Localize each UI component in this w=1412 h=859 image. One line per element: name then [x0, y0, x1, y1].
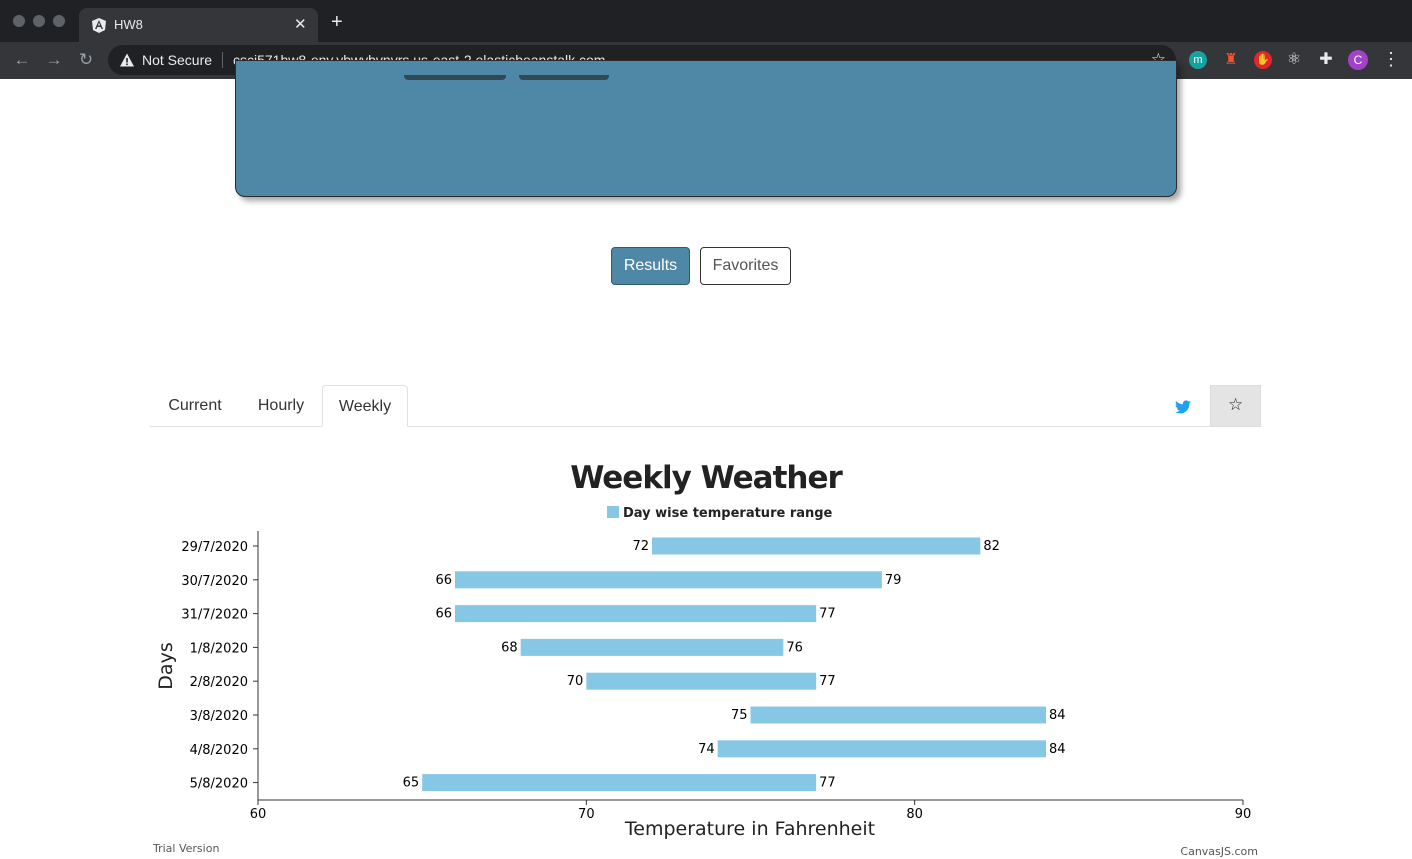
favorites-button[interactable]: Favorites [700, 247, 791, 285]
trial-version-note: Trial Version [152, 842, 219, 855]
y-tick-label: 1/8/2020 [190, 641, 248, 656]
profile-avatar[interactable]: C [1348, 50, 1368, 70]
weekly-weather-chart: Weekly Weather Day wise temperature rang… [152, 460, 1258, 858]
results-button[interactable]: Results [611, 247, 690, 285]
clear-button-edge[interactable] [519, 75, 609, 80]
y-tick-label: 2/8/2020 [190, 675, 248, 690]
x-tick-label: 70 [578, 807, 595, 822]
browser-tab[interactable]: HW8 ✕ [79, 8, 318, 42]
low-value-label: 68 [501, 640, 518, 655]
high-value-label: 76 [786, 640, 803, 655]
warning-icon [120, 53, 134, 67]
low-value-label: 75 [731, 708, 748, 723]
temperature-range-bar[interactable] [422, 774, 817, 792]
legend-marker [607, 506, 619, 518]
low-value-label: 66 [435, 607, 452, 622]
x-tick-label: 80 [906, 807, 923, 822]
tab-title: HW8 [114, 17, 143, 32]
extension-stop-icon[interactable]: ✋ [1254, 51, 1272, 69]
temperature-range-bar[interactable] [455, 571, 882, 589]
x-tick-label: 60 [250, 807, 267, 822]
search-form-card [235, 60, 1177, 197]
extension-react-icon[interactable]: ⚛ [1286, 51, 1302, 68]
low-value-label: 66 [435, 573, 452, 588]
tab-hourly[interactable]: Hourly [257, 397, 305, 414]
y-tick-label: 3/8/2020 [190, 709, 248, 724]
back-icon[interactable]: ← [13, 50, 31, 69]
y-tick-label: 30/7/2020 [181, 574, 248, 589]
search-button-edge[interactable] [404, 75, 506, 80]
star-icon: ☆ [1228, 395, 1244, 414]
low-value-label: 74 [698, 742, 715, 757]
x-axis-title: Temperature in Fahrenheit [624, 818, 875, 840]
browser-tab-strip: HW8 ✕ + [0, 0, 1412, 42]
y-tick-label: 31/7/2020 [181, 608, 248, 623]
temperature-range-bar[interactable] [750, 706, 1047, 724]
high-value-label: 82 [983, 539, 1000, 554]
high-value-label: 84 [1049, 708, 1066, 723]
omnibox-separator [222, 52, 223, 68]
y-tick-label: 29/7/2020 [181, 540, 248, 555]
twitter-icon[interactable] [1175, 400, 1191, 414]
window-minimize-dot[interactable] [33, 15, 45, 27]
temperature-range-bar[interactable] [455, 605, 817, 623]
extension-m-icon[interactable]: m [1189, 51, 1207, 69]
high-value-label: 84 [1049, 742, 1066, 757]
y-tick-label: 4/8/2020 [190, 743, 248, 758]
low-value-label: 70 [567, 674, 584, 689]
browser-menu-icon[interactable]: ⋮ [1382, 49, 1400, 69]
y-tick-label: 5/8/2020 [190, 777, 248, 792]
y-axis-title: Days [155, 642, 177, 689]
legend-label[interactable]: Day wise temperature range [623, 506, 833, 521]
canvasjs-credit[interactable]: CanvasJS.com [1180, 845, 1258, 858]
tab-current[interactable]: Current [168, 397, 222, 414]
high-value-label: 79 [885, 573, 902, 588]
reload-icon[interactable]: ↻ [78, 50, 94, 69]
tabs-divider [150, 426, 1261, 427]
low-value-label: 65 [403, 776, 420, 791]
low-value-label: 72 [632, 539, 649, 554]
new-tab-button[interactable]: + [331, 11, 343, 33]
tab-weekly[interactable]: Weekly [322, 385, 408, 427]
plot-area: 60 70 80 90 29/7/2020 72 82 30/7/2020 66 79 31/7/2… [181, 531, 1251, 822]
temperature-range-bar[interactable] [652, 537, 981, 555]
close-icon[interactable]: ✕ [294, 16, 307, 33]
high-value-label: 77 [819, 607, 836, 622]
chart-title: Weekly Weather [570, 460, 843, 496]
temperature-range-bar[interactable] [520, 638, 784, 656]
forward-icon[interactable]: → [45, 50, 63, 69]
temperature-range-bar[interactable] [717, 740, 1046, 758]
window-zoom-dot[interactable] [53, 15, 65, 27]
angular-icon [92, 18, 106, 33]
high-value-label: 77 [819, 674, 836, 689]
security-label[interactable]: Not Secure [142, 52, 213, 68]
extensions-puzzle-icon[interactable]: ✚ [1319, 51, 1333, 68]
extension-lion-icon[interactable]: ♜ [1224, 51, 1238, 68]
temperature-range-bar[interactable] [586, 672, 817, 690]
window-close-dot[interactable] [13, 15, 25, 27]
high-value-label: 77 [819, 776, 836, 791]
add-favorite-button[interactable]: ☆ [1210, 385, 1261, 427]
x-tick-label: 90 [1235, 807, 1252, 822]
